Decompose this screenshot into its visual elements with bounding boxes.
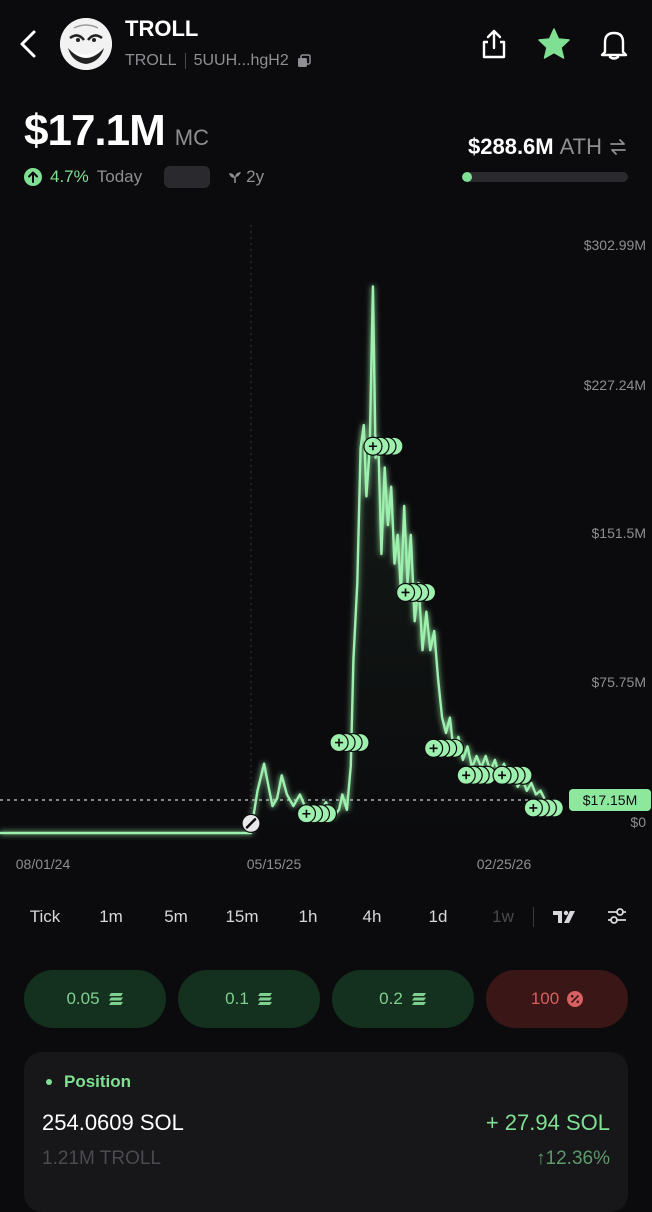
all-time-high: $288.6M ATH bbox=[468, 134, 628, 160]
market-cap: $17.1M MC bbox=[24, 106, 209, 156]
buy-marker[interactable] bbox=[296, 804, 338, 824]
sliders-icon bbox=[608, 908, 626, 924]
y-tick-label: $75.75M bbox=[592, 674, 646, 690]
token-symbol: TROLL bbox=[125, 52, 177, 69]
position-title: Position bbox=[46, 1072, 131, 1092]
token-age: 2y bbox=[228, 167, 264, 187]
buy-marker[interactable] bbox=[456, 765, 497, 785]
position-pnl-percent: ↑12.36% bbox=[536, 1148, 610, 1169]
interval-tab-1h[interactable]: 1h bbox=[298, 907, 318, 926]
buy-marker[interactable] bbox=[395, 582, 437, 603]
sell-marker[interactable] bbox=[241, 813, 261, 833]
bell-icon bbox=[600, 31, 628, 60]
position-tokens: 1.21M TROLL bbox=[42, 1148, 161, 1169]
y-tick-label: $0 bbox=[630, 814, 646, 830]
y-tick-label: $227.24M bbox=[584, 377, 646, 393]
plus-icon bbox=[529, 803, 538, 812]
market-cap-value: $17.1M bbox=[24, 106, 166, 155]
token-name: TROLL bbox=[125, 16, 199, 41]
buy-marker[interactable] bbox=[363, 436, 404, 456]
change-percent: 4.7% bbox=[50, 167, 89, 186]
tradingview-icon bbox=[553, 910, 575, 923]
ath-label: ATH bbox=[559, 134, 602, 159]
hidden-pill bbox=[164, 166, 211, 188]
percent-icon bbox=[567, 991, 584, 1007]
interval-tab-5m[interactable]: 5m bbox=[164, 907, 188, 926]
share-button[interactable] bbox=[474, 24, 514, 64]
quick-sell-button[interactable]: 100 bbox=[486, 970, 628, 1028]
interval-tab-4h[interactable]: 4h bbox=[362, 907, 382, 926]
price-area bbox=[0, 286, 546, 833]
divider bbox=[184, 53, 186, 69]
quick-buy-button[interactable]: 0.2 bbox=[332, 970, 474, 1028]
back-button[interactable] bbox=[14, 26, 44, 62]
quick-buy-button[interactable]: 0.05 bbox=[24, 970, 166, 1028]
buy-marker[interactable] bbox=[492, 765, 533, 785]
change-period: Today bbox=[96, 167, 143, 186]
x-tick-label: 08/01/24 bbox=[16, 856, 71, 872]
plus-icon bbox=[462, 771, 471, 780]
token-age-value: 2y bbox=[246, 167, 265, 186]
position-sol: 254.0609 SOL bbox=[42, 1110, 184, 1135]
copy-icon[interactable] bbox=[297, 54, 311, 68]
quick-buy-amount: 0.1 bbox=[225, 989, 249, 1008]
chevron-left-icon bbox=[20, 30, 36, 58]
interval-tab-1d[interactable]: 1d bbox=[428, 907, 448, 926]
plus-icon bbox=[498, 771, 507, 780]
plus-icon bbox=[401, 588, 410, 597]
position-card[interactable]: Position 254.0609 SOL 1.21M TROLL + 27.9… bbox=[24, 1052, 628, 1212]
swap-icon[interactable] bbox=[608, 137, 628, 157]
plus-icon bbox=[429, 744, 438, 753]
buy-marker[interactable] bbox=[329, 732, 370, 753]
solana-icon bbox=[108, 993, 123, 1005]
plus-icon bbox=[368, 442, 377, 451]
solana-icon bbox=[257, 993, 272, 1005]
x-tick-label: 05/15/25 bbox=[247, 856, 302, 872]
tabs-divider bbox=[533, 907, 534, 927]
ath-value: $288.6M bbox=[468, 134, 554, 159]
sprout-icon bbox=[229, 172, 242, 183]
ath-progress-bar bbox=[462, 172, 628, 182]
interval-tab-1m[interactable]: 1m bbox=[99, 907, 123, 926]
current-price-tag-bg bbox=[569, 789, 651, 811]
price-change: 4.7% Today 2y bbox=[24, 166, 264, 188]
buy-marker[interactable] bbox=[423, 738, 465, 758]
current-price-tag-label: $17.15M bbox=[583, 792, 637, 808]
quick-sell-amount: 100 bbox=[530, 989, 560, 1008]
position-dot bbox=[46, 1079, 52, 1085]
star-icon bbox=[538, 28, 570, 59]
quick-buy-amount: 0.05 bbox=[66, 989, 100, 1008]
position-title-text: Position bbox=[64, 1072, 132, 1091]
x-tick-label: 02/25/26 bbox=[477, 856, 532, 872]
y-tick-label: $302.99M bbox=[584, 237, 646, 253]
interval-tab-tick[interactable]: Tick bbox=[29, 907, 61, 926]
chart-type-button[interactable] bbox=[552, 907, 576, 930]
buy-marker[interactable] bbox=[523, 798, 564, 818]
quick-buy-button[interactable]: 0.1 bbox=[178, 970, 320, 1028]
plus-icon bbox=[335, 738, 344, 747]
token-address[interactable]: 5UUH...hgH2 bbox=[193, 52, 289, 69]
favorite-button[interactable] bbox=[534, 24, 574, 64]
y-tick-label: $151.5M bbox=[592, 525, 646, 541]
market-cap-label: MC bbox=[174, 125, 209, 150]
interval-tabs: Tick 1m 5m 15m 1h 4h 1d 1w bbox=[0, 895, 652, 939]
interval-tab-15m[interactable]: 15m bbox=[225, 907, 259, 926]
arrow-up-circle-icon bbox=[24, 168, 42, 186]
token-avatar bbox=[60, 18, 112, 70]
plus-icon bbox=[302, 809, 311, 818]
solana-icon bbox=[411, 993, 426, 1005]
current-price-tag: $17.15M bbox=[569, 789, 651, 811]
token-subtitle: TROLL 5UUH...hgH2 bbox=[125, 52, 311, 70]
interval-tab-1w[interactable]: 1w bbox=[492, 907, 514, 926]
position-pnl: + 27.94 SOL bbox=[485, 1110, 610, 1135]
quick-buy-amount: 0.2 bbox=[379, 989, 403, 1008]
chart-settings-button[interactable] bbox=[606, 905, 628, 932]
trollface-logo bbox=[60, 18, 112, 70]
share-icon bbox=[482, 29, 506, 59]
alert-button[interactable] bbox=[594, 24, 634, 64]
ath-progress-fill bbox=[462, 172, 472, 182]
pill-icon bbox=[245, 818, 257, 829]
price-chart[interactable]: $302.99M $227.24M $151.5M $75.75M $0 08/01/2… bbox=[0, 215, 652, 880]
